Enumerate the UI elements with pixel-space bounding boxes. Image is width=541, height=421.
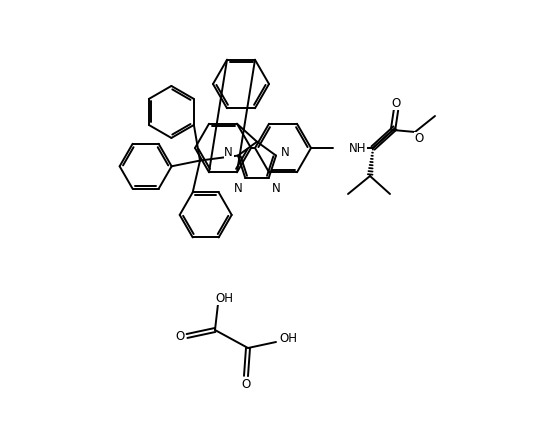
Text: O: O — [391, 96, 401, 109]
Text: N: N — [272, 182, 280, 195]
Text: OH: OH — [215, 291, 233, 304]
Text: O: O — [414, 133, 424, 146]
Text: N: N — [281, 146, 290, 159]
Text: NH: NH — [349, 141, 366, 155]
Text: N: N — [224, 146, 233, 159]
Text: O: O — [175, 330, 184, 343]
Text: O: O — [241, 378, 250, 391]
Text: N: N — [234, 182, 242, 195]
Text: OH: OH — [279, 333, 297, 346]
